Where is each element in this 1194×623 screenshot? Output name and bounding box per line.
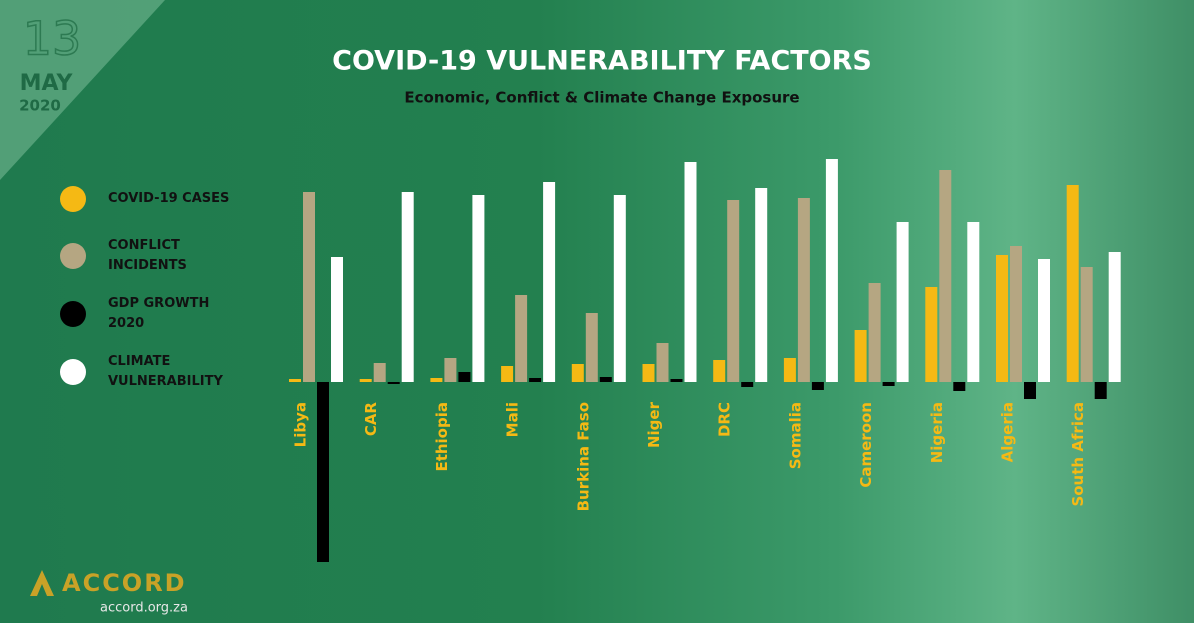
legend-label: CLIMATE VULNERABILITY bbox=[108, 354, 223, 389]
x-tick-label: Cameroon bbox=[857, 402, 875, 488]
x-tick-label: Mali bbox=[504, 402, 522, 437]
legend-label: CONFLICT INCIDENTS bbox=[108, 238, 187, 273]
x-tick-label: Somalia bbox=[786, 402, 804, 469]
bar bbox=[925, 287, 938, 382]
bar bbox=[430, 378, 443, 382]
bar bbox=[1066, 185, 1079, 382]
bar bbox=[670, 379, 683, 382]
x-tick-label: Burkina Faso bbox=[574, 402, 592, 511]
bar bbox=[868, 283, 881, 382]
x-tick-label: Nigeria bbox=[928, 402, 946, 463]
legend-swatch bbox=[60, 359, 86, 385]
x-tick-label: Niger bbox=[645, 401, 663, 448]
legend-label: COVID-19 CASES bbox=[108, 191, 230, 206]
bar bbox=[797, 198, 810, 382]
corner-banner bbox=[0, 0, 165, 180]
bar bbox=[713, 360, 726, 382]
bar bbox=[996, 255, 1008, 382]
legend-swatch bbox=[60, 301, 86, 327]
x-tick-label: South Africa bbox=[1069, 402, 1087, 507]
x-tick-label: Libya bbox=[292, 402, 310, 447]
bar bbox=[727, 200, 740, 382]
bar bbox=[642, 364, 655, 382]
x-tick-label: Ethiopia bbox=[433, 402, 451, 472]
legend-item: CLIMATE VULNERABILITY bbox=[60, 352, 250, 392]
bar bbox=[529, 378, 542, 382]
bar bbox=[373, 363, 386, 382]
date-year: 2020 bbox=[19, 97, 61, 115]
bar bbox=[387, 382, 400, 384]
bar bbox=[444, 358, 457, 382]
bar bbox=[289, 379, 301, 382]
bar bbox=[303, 192, 315, 382]
logo-icon bbox=[30, 570, 54, 596]
bar bbox=[825, 159, 838, 382]
bar bbox=[854, 330, 867, 382]
x-tick-label: DRC bbox=[716, 402, 734, 437]
bar bbox=[953, 382, 966, 391]
chart-title: COVID-19 VULNERABILITY FACTORS bbox=[332, 46, 872, 77]
bar bbox=[501, 366, 514, 382]
chart-subtitle: Economic, Conflict & Climate Change Expo… bbox=[404, 89, 799, 107]
bar bbox=[1024, 382, 1036, 399]
bar bbox=[1010, 246, 1022, 382]
bar bbox=[656, 343, 669, 382]
legend-label: GDP GROWTH 2020 bbox=[108, 296, 210, 331]
bar bbox=[1080, 267, 1093, 382]
bar bbox=[783, 358, 796, 382]
bar bbox=[585, 313, 598, 382]
bar bbox=[1108, 252, 1121, 382]
bar bbox=[599, 377, 612, 382]
bar bbox=[939, 170, 952, 382]
legend-swatch bbox=[60, 186, 86, 212]
bar bbox=[515, 295, 528, 382]
legend-item: COVID-19 CASES bbox=[60, 186, 250, 212]
x-tick-label: Algeria bbox=[999, 402, 1017, 462]
bar bbox=[317, 382, 329, 562]
logo-url: accord.org.za bbox=[100, 601, 188, 616]
bar bbox=[882, 382, 895, 386]
bar bbox=[359, 379, 372, 382]
bar bbox=[331, 257, 343, 382]
bar bbox=[967, 222, 980, 382]
bar bbox=[401, 192, 414, 382]
date-month: MAY bbox=[20, 71, 74, 96]
bar bbox=[1094, 382, 1107, 399]
bar bbox=[811, 382, 824, 390]
legend-item: CONFLICT INCIDENTS bbox=[60, 236, 250, 276]
bar bbox=[571, 364, 584, 382]
bar bbox=[543, 182, 556, 382]
bar bbox=[472, 195, 485, 382]
bar bbox=[613, 195, 626, 382]
legend-item: GDP GROWTH 2020 bbox=[60, 294, 250, 334]
bar bbox=[896, 222, 909, 382]
date-day: 13 bbox=[23, 12, 82, 66]
x-tick-label: CAR bbox=[362, 402, 380, 437]
bar bbox=[684, 162, 697, 382]
legend-swatch bbox=[60, 243, 86, 269]
bar bbox=[1038, 259, 1050, 382]
bar bbox=[741, 382, 754, 387]
bar bbox=[458, 372, 471, 382]
logo-name: ACCORD bbox=[62, 569, 187, 597]
bar bbox=[755, 188, 768, 382]
